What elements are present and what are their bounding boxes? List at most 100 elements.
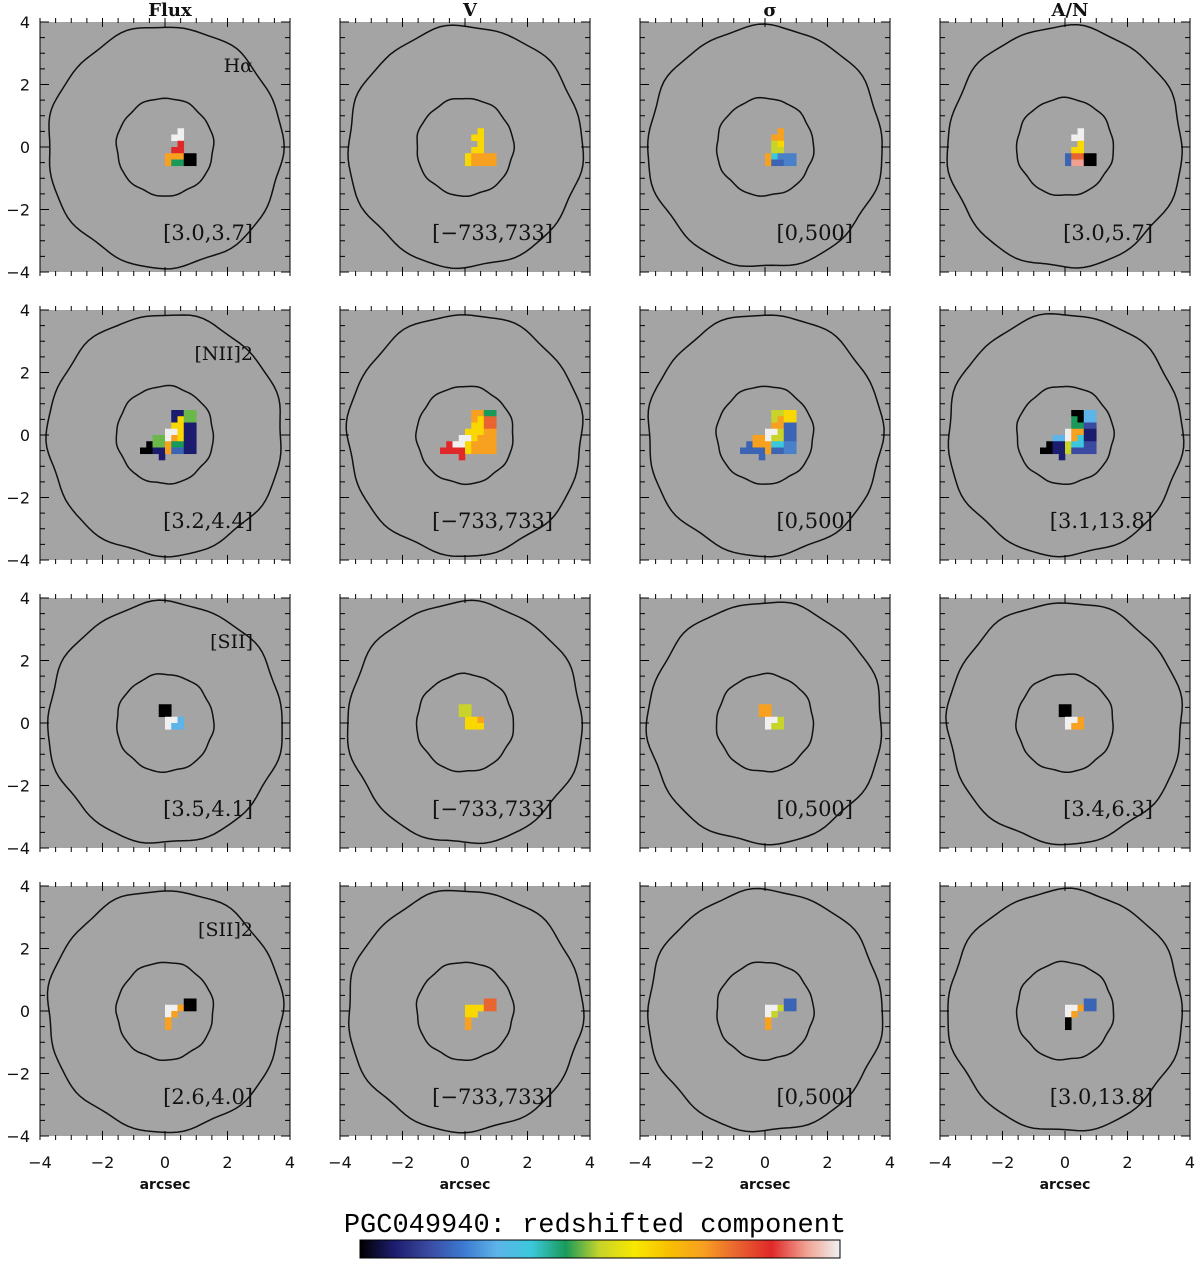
range-label: [0,500]	[776, 1085, 853, 1109]
map-pixel	[1065, 153, 1072, 160]
map-pixel	[177, 410, 185, 417]
map-pixel	[771, 723, 778, 730]
map-pixel	[471, 159, 478, 167]
map-pixel	[140, 447, 147, 455]
isophote-contour	[1015, 960, 1115, 1061]
map-pixel	[183, 1004, 191, 1012]
map-pixel	[177, 447, 185, 455]
map-pixel	[790, 159, 797, 167]
map-pixel	[177, 428, 185, 436]
map-pixel	[1083, 435, 1091, 442]
map-pixel	[165, 441, 172, 448]
map-pixel	[171, 422, 178, 430]
x-tick-label: −4	[28, 1153, 52, 1172]
x-tick-label: −4	[928, 1153, 952, 1172]
range-label: [−733,733]	[432, 1085, 553, 1109]
map-pixel	[171, 416, 178, 423]
map-pixel	[177, 422, 185, 430]
map-pixel	[177, 716, 185, 724]
map-pixel	[1065, 1023, 1072, 1031]
map-pixel	[752, 435, 760, 442]
map-pixel	[758, 447, 766, 455]
map-pixel	[1071, 1011, 1078, 1018]
map-pixel	[1090, 447, 1097, 455]
map-pixel	[1065, 1011, 1072, 1018]
map-pixel	[765, 710, 772, 718]
map-pixel	[177, 435, 185, 442]
map-pixel	[165, 723, 172, 730]
map-pixel	[1065, 428, 1072, 436]
map-pixel	[471, 435, 478, 442]
axis-ticks	[39, 882, 291, 1140]
panel-SII-1: [−733,733]	[339, 594, 591, 852]
isophote-contour	[1015, 96, 1115, 197]
map-pixel	[190, 428, 197, 436]
map-pixel	[1071, 441, 1078, 448]
map-pixel	[1077, 1004, 1085, 1012]
map-pixel	[177, 134, 185, 142]
map-pixel	[1090, 998, 1097, 1006]
map-pixel	[190, 410, 197, 417]
y-tick-label: −4	[6, 263, 30, 282]
map-pixel	[777, 134, 785, 142]
range-label: [−733,733]	[432, 509, 553, 533]
map-pixel	[465, 723, 472, 730]
map-pixel	[1077, 134, 1085, 142]
map-pixel	[1065, 723, 1072, 730]
map-pixel	[177, 147, 185, 154]
map-pixel	[477, 441, 485, 448]
map-pixel	[190, 435, 197, 442]
map-pixel	[165, 447, 172, 455]
map-pixel	[758, 441, 766, 448]
map-pixel	[158, 453, 166, 461]
map-pixel	[465, 447, 472, 455]
map-pixel	[477, 134, 485, 142]
map-pixel	[146, 447, 153, 455]
axis-ticks	[939, 594, 1191, 852]
map-pixel	[1077, 128, 1085, 135]
range-label: [3.5,4.1]	[163, 797, 253, 821]
isophote-contour	[48, 26, 285, 270]
map-pixel	[471, 428, 478, 436]
map-pixel	[458, 710, 466, 718]
map-pixel	[1077, 435, 1085, 442]
map-pixel	[183, 153, 191, 160]
map-pixel	[765, 159, 772, 167]
map-pixel	[446, 441, 453, 448]
map-pixel	[471, 441, 478, 448]
map-pixel	[783, 159, 791, 167]
map-pixel	[783, 447, 791, 455]
map-pixel	[171, 147, 178, 154]
y-tick-label: −2	[6, 777, 30, 796]
map-pixel	[765, 428, 772, 436]
map-pixel	[471, 147, 478, 154]
map-pixel	[471, 447, 478, 455]
map-pixel	[1077, 441, 1085, 448]
x-tick-label: 4	[1185, 1153, 1195, 1172]
map-pixel	[771, 447, 778, 455]
map-pixel	[177, 140, 185, 148]
map-pixel	[752, 441, 760, 448]
panel-Hα-1: [−733,733] V	[339, 0, 591, 276]
colorbar	[359, 1239, 841, 1259]
map-pixel	[190, 153, 197, 160]
x-tick-label: 0	[460, 1153, 470, 1172]
map-pixel	[165, 710, 172, 718]
map-pixel	[765, 1011, 772, 1018]
map-pixel	[458, 447, 466, 455]
map-pixel	[471, 134, 478, 142]
map-pixel	[158, 447, 166, 455]
column-title: V	[462, 0, 478, 21]
isophote-contour	[1015, 385, 1115, 486]
isophote-contour	[46, 890, 285, 1134]
map-pixel	[1077, 716, 1085, 724]
map-pixel	[783, 435, 791, 442]
map-pixel	[477, 447, 485, 455]
column-title: σ	[763, 0, 776, 21]
map-pixel	[183, 159, 191, 167]
map-pixel	[146, 441, 153, 448]
map-pixel	[790, 410, 797, 417]
map-pixel	[483, 159, 491, 167]
map-pixel	[771, 428, 778, 436]
map-pixel	[490, 1004, 497, 1012]
